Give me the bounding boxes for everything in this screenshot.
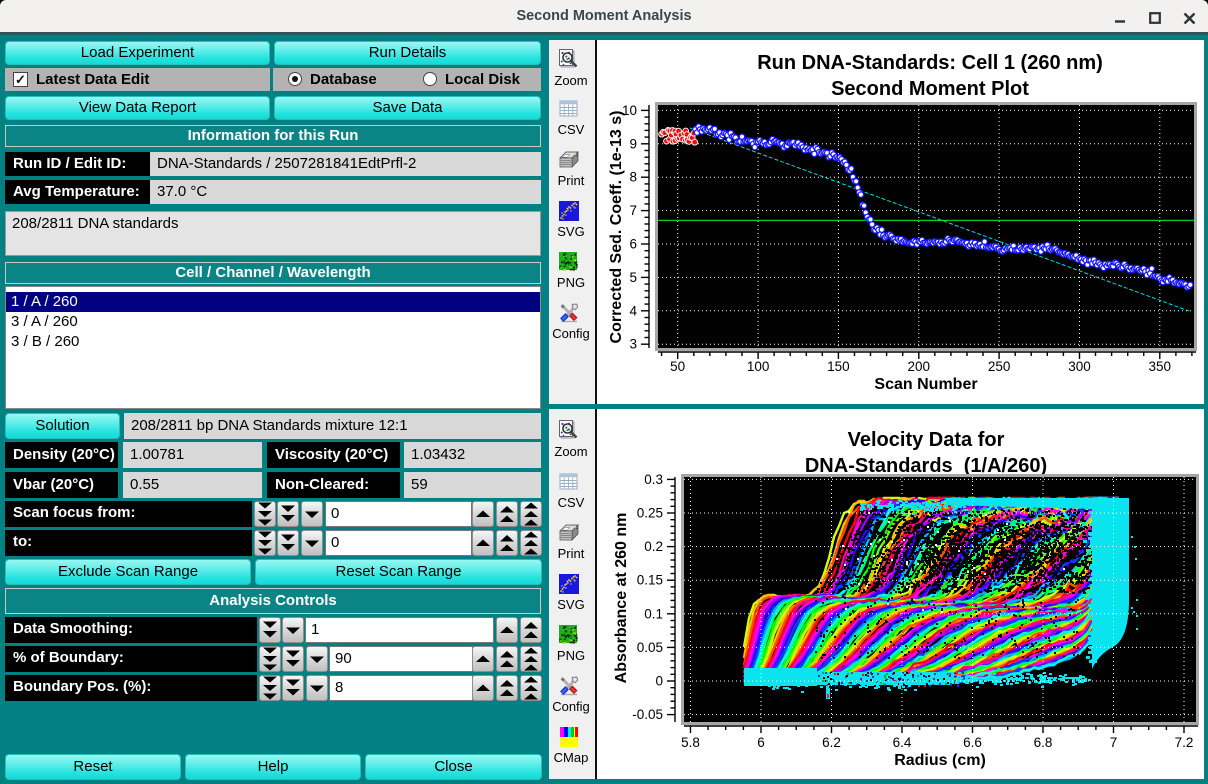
svg-text:9: 9 [629, 136, 637, 151]
svg-text:Absorbance at 260 nm: Absorbance at 260 nm [613, 513, 630, 684]
svg-text:150: 150 [827, 359, 850, 374]
svg-text:6.2: 6.2 [822, 735, 841, 750]
svg-text:0.15: 0.15 [637, 573, 663, 588]
svg-text:6.4: 6.4 [893, 735, 912, 750]
svg-text:6: 6 [757, 735, 765, 750]
svg-text:5: 5 [629, 270, 637, 285]
svg-text:7: 7 [1110, 735, 1118, 750]
svg-text:0.3: 0.3 [644, 472, 663, 487]
svg-text:Velocity Data for: Velocity Data for [848, 429, 1005, 451]
svg-text:4: 4 [629, 303, 637, 318]
svg-text:0.2: 0.2 [644, 539, 663, 554]
svg-text:350: 350 [1149, 359, 1172, 374]
svg-text:6: 6 [629, 237, 637, 252]
svg-text:300: 300 [1068, 359, 1091, 374]
svg-text:100: 100 [747, 359, 770, 374]
svg-text:Second Moment Plot: Second Moment Plot [831, 78, 1029, 100]
svg-text:0.1: 0.1 [644, 606, 663, 621]
svg-text:250: 250 [988, 359, 1011, 374]
svg-text:10: 10 [622, 103, 637, 118]
svg-text:200: 200 [908, 359, 931, 374]
svg-text:Scan Number: Scan Number [874, 376, 977, 393]
svg-text:50: 50 [670, 359, 685, 374]
svg-text:7.2: 7.2 [1175, 735, 1194, 750]
svg-text:3: 3 [629, 337, 637, 352]
svg-text:0.25: 0.25 [637, 506, 663, 521]
svg-text:0: 0 [655, 674, 663, 689]
svg-text:6.8: 6.8 [1034, 735, 1053, 750]
svg-text:Run DNA-Standards: Cell 1 (260: Run DNA-Standards: Cell 1 (260 nm) [757, 52, 1103, 74]
svg-text:6.6: 6.6 [963, 735, 982, 750]
svg-text:-0.05: -0.05 [632, 707, 663, 722]
svg-text:5.8: 5.8 [681, 735, 700, 750]
svg-text:DNA-Standards (1/A/260): DNA-Standards (1/A/260) [805, 455, 1047, 477]
svg-text:Corrected Sed. Coeff. (1e-13 s: Corrected Sed. Coeff. (1e-13 s) [608, 111, 625, 344]
svg-text:Radius (cm): Radius (cm) [894, 752, 986, 769]
svg-text:8: 8 [629, 170, 637, 185]
svg-text:7: 7 [629, 203, 637, 218]
svg-text:0.05: 0.05 [637, 640, 663, 655]
